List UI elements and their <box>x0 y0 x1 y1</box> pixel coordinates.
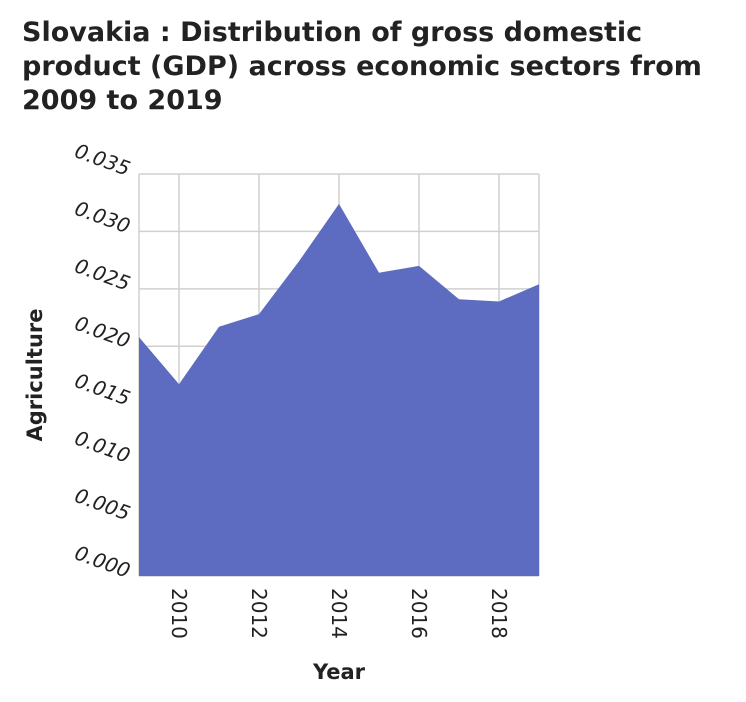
x-tick-label: 2010 <box>167 588 191 639</box>
y-axis-label: Agriculture <box>23 308 47 441</box>
y-tick-label: 0.030 <box>71 196 133 238</box>
x-tick-label: 2012 <box>247 588 271 639</box>
chart-title: Slovakia : Distribution of gross domesti… <box>22 17 702 116</box>
y-tick-label: 0.035 <box>71 139 133 181</box>
y-tick-label: 0.000 <box>71 541 133 583</box>
y-tick-label: 0.010 <box>71 426 133 468</box>
x-tick-label: 2018 <box>487 588 511 639</box>
x-axis-label: Year <box>312 660 366 684</box>
y-tick-label: 0.025 <box>71 253 133 295</box>
x-tick-label: 2014 <box>327 588 351 639</box>
area-series <box>139 203 539 576</box>
x-tick-label: 2016 <box>407 588 431 639</box>
y-tick-label: 0.005 <box>71 483 133 525</box>
y-tick-label: 0.015 <box>71 368 133 410</box>
x-tick-labels: 2010 2012 2014 2016 2018 <box>167 588 511 639</box>
y-tick-label: 0.020 <box>71 311 133 353</box>
y-tick-labels: 0.000 0.005 0.010 0.015 0.020 0.025 0.030 0.035 <box>71 139 133 583</box>
